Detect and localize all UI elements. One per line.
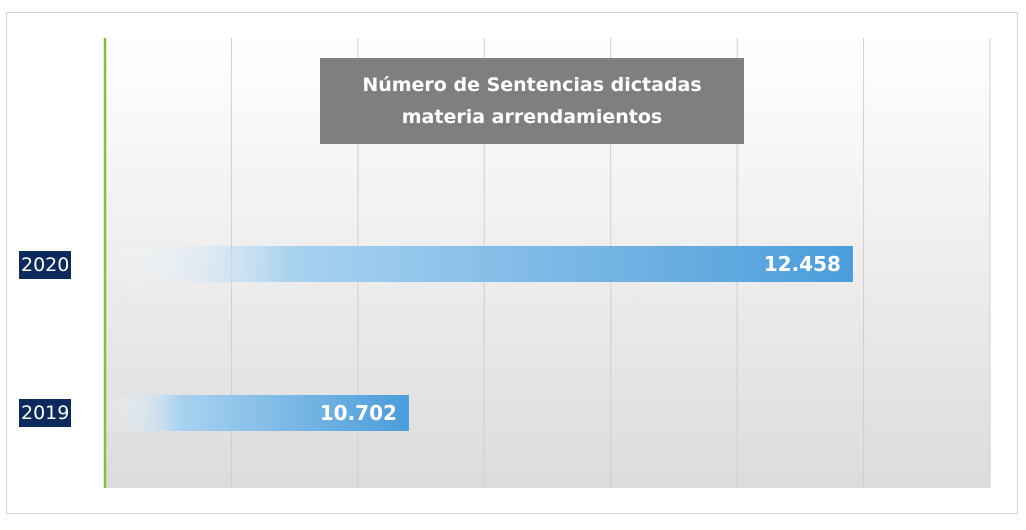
chart-title: Número de Sentencias dictadas materia ar… — [362, 74, 702, 128]
bar-2020 — [105, 246, 853, 282]
category-label-2019: 2019 — [19, 399, 72, 427]
chart-title-box: Número de Sentencias dictadas materia ar… — [320, 58, 744, 144]
category-label-2020: 2020 — [19, 251, 72, 279]
data-label-2020: 12.458 — [764, 252, 841, 276]
data-label-2019: 10.702 — [320, 401, 397, 425]
bar-2019 — [105, 395, 409, 431]
